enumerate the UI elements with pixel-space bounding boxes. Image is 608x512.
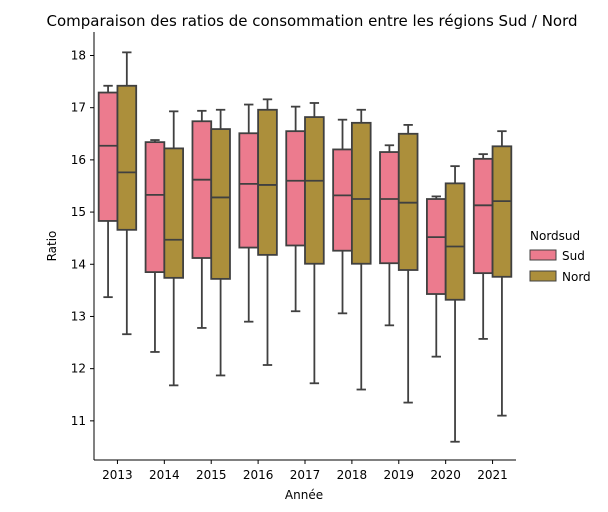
box-nord-2016: [257, 98, 278, 366]
box-body: [116, 84, 138, 231]
box-nord-2018: [350, 108, 372, 391]
box-body: [163, 147, 184, 279]
chart-title: Comparaison des ratios de consommation e…: [46, 12, 577, 30]
series-sud: [97, 84, 494, 358]
x-tick-label: 2018: [337, 468, 368, 482]
box-sud-2021: [472, 153, 494, 340]
box-sud-2013: [97, 84, 119, 299]
y-tick-label: 15: [71, 205, 86, 219]
box-body: [285, 130, 306, 247]
series-nord: [116, 51, 513, 443]
legend-swatch-nord: [529, 270, 557, 282]
legend-swatch-sud: [529, 249, 557, 261]
legend-label-sud: Sud: [562, 249, 585, 263]
legend: Nordsud Sud Nord: [529, 229, 591, 284]
box-sud-2016: [238, 103, 260, 323]
y-tick-label: 18: [71, 48, 86, 62]
box-sud-2019: [379, 144, 400, 327]
box-body: [191, 120, 213, 259]
box-sud-2017: [285, 105, 306, 313]
box-nord-2013: [116, 51, 138, 336]
y-tick-label: 14: [71, 257, 86, 271]
box-body: [472, 157, 494, 275]
legend-title: Nordsud: [530, 229, 580, 243]
x-tick-label: 2013: [102, 468, 133, 482]
box-nord-2019: [397, 124, 419, 404]
box-sud-2020: [426, 195, 447, 358]
box-body: [97, 91, 119, 222]
box-nord-2017: [304, 102, 325, 385]
axes-layer: 11 12 13 14 15 16 17 18 2013 2014 2015 2016 2017 2018…: [71, 32, 516, 482]
x-tick-label: 2021: [477, 468, 508, 482]
box-body: [491, 145, 513, 278]
y-tick-label: 13: [71, 309, 86, 323]
box-body: [444, 182, 466, 301]
x-tick-label: 2017: [290, 468, 321, 482]
y-tick-label: 16: [71, 153, 86, 167]
box-body: [379, 151, 400, 265]
box-nord-2021: [491, 130, 513, 417]
box-body: [332, 148, 353, 252]
box-body: [144, 141, 166, 273]
y-tick-label: 12: [71, 362, 86, 376]
y-tick-label: 11: [71, 414, 86, 428]
box-nord-2014: [163, 110, 184, 387]
x-tick-label: 2016: [243, 468, 274, 482]
box-sud-2018: [332, 118, 353, 315]
x-tick-label: 2015: [196, 468, 227, 482]
x-tick-label: 2019: [384, 468, 415, 482]
boxes-layer: [97, 51, 513, 443]
box-body: [210, 128, 231, 280]
box-body: [304, 116, 325, 265]
box-body: [257, 108, 278, 256]
x-axis-label: Année: [285, 488, 323, 502]
box-body: [238, 132, 260, 249]
box-nord-2015: [210, 108, 231, 377]
legend-label-nord: Nord: [562, 270, 591, 284]
box-sud-2014: [144, 139, 166, 353]
box-sud-2015: [191, 109, 213, 329]
x-tick-label: 2020: [430, 468, 461, 482]
y-axis-label: Ratio: [45, 231, 59, 262]
box-nord-2020: [444, 165, 466, 443]
x-tick-label: 2014: [149, 468, 180, 482]
box-body: [350, 121, 372, 265]
y-tick-label: 17: [71, 101, 86, 115]
box-body: [426, 198, 447, 295]
